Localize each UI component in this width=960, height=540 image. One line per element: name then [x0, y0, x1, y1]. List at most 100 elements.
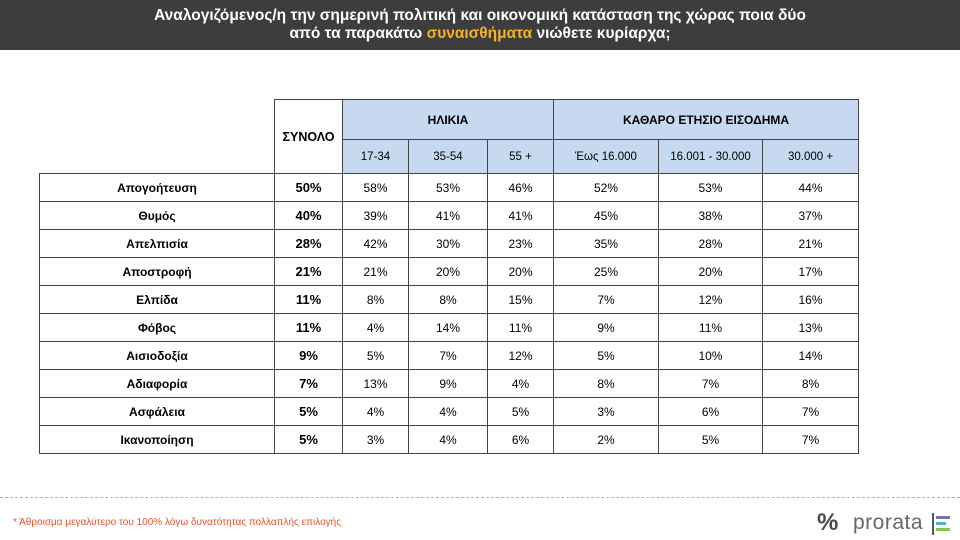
row-value: 5% — [342, 341, 409, 370]
row-total: 11% — [274, 313, 343, 342]
row-value: 28% — [658, 229, 763, 258]
results-table: ΣΥΝΟΛΟ ΗΛΙΚΙΑ ΚΑΘΑΡΟ ΕΤΗΣΙΟ ΕΙΣΟΔΗΜΑ 17-… — [39, 99, 859, 454]
row-value: 4% — [408, 397, 488, 426]
row-value: 3% — [342, 425, 409, 454]
row-value: 7% — [762, 397, 859, 426]
table-row: Θυμός 40% 39% 41% 41% 45% 38% 37% — [39, 201, 859, 230]
row-total: 11% — [274, 285, 343, 314]
header-row-groups: ΣΥΝΟΛΟ ΗΛΙΚΙΑ ΚΑΘΑΡΟ ΕΤΗΣΙΟ ΕΙΣΟΔΗΜΑ — [40, 99, 859, 174]
row-value: 4% — [342, 313, 409, 342]
row-value: 38% — [658, 201, 763, 230]
subheader-income-high: 30.000 + — [762, 139, 859, 174]
row-value: 11% — [487, 313, 554, 342]
income-group-header: ΚΑΘΑΡΟ ΕΤΗΣΙΟ ΕΙΣΟΔΗΜΑ — [553, 99, 859, 140]
header-empty-cell — [40, 100, 275, 174]
row-label: Θυμός — [39, 201, 275, 230]
row-value: 52% — [553, 173, 659, 202]
subheader-age-55-plus: 55 + — [487, 139, 554, 174]
table-row: Απογοήτευση 50% 58% 53% 46% 52% 53% 44% — [39, 173, 859, 202]
row-value: 3% — [553, 397, 659, 426]
row-value: 8% — [342, 285, 409, 314]
table-row: Ελπίδα 11% 8% 8% 15% 7% 12% 16% — [39, 285, 859, 314]
row-value: 10% — [658, 341, 763, 370]
row-total: 5% — [274, 397, 343, 426]
table-row: Αδιαφορία 7% 13% 9% 4% 8% 7% 8% — [39, 369, 859, 398]
prorata-logo: % prorata — [817, 509, 957, 537]
table-row: Φόβος 11% 4% 14% 11% 9% 11% 13% — [39, 313, 859, 342]
row-total: 50% — [274, 173, 343, 202]
row-value: 11% — [658, 313, 763, 342]
row-value: 8% — [762, 369, 859, 398]
row-total: 7% — [274, 369, 343, 398]
row-label: Ασφάλεια — [39, 397, 275, 426]
row-label: Αποστροφή — [39, 257, 275, 286]
row-value: 37% — [762, 201, 859, 230]
row-total: 21% — [274, 257, 343, 286]
table-row: Απελπισία 28% 42% 30% 23% 35% 28% 21% — [39, 229, 859, 258]
row-value: 7% — [408, 341, 488, 370]
row-value: 53% — [408, 173, 488, 202]
row-value: 5% — [487, 397, 554, 426]
header-row-subgroups: 17-34 35-54 55 + Έως 16.000 16.001 - 30.… — [40, 139, 859, 174]
row-value: 7% — [553, 285, 659, 314]
row-value: 35% — [553, 229, 659, 258]
row-value: 44% — [762, 173, 859, 202]
row-total: 9% — [274, 341, 343, 370]
row-value: 12% — [658, 285, 763, 314]
row-value: 41% — [408, 201, 488, 230]
row-value: 41% — [487, 201, 554, 230]
row-value: 30% — [408, 229, 488, 258]
title-line-2: από τα παρακάτω συναισθήματα νιώθετε κυρ… — [0, 25, 960, 43]
row-value: 14% — [762, 341, 859, 370]
subheader-income-mid: 16.001 - 30.000 — [658, 139, 763, 174]
row-value: 46% — [487, 173, 554, 202]
title-line-1: Αναλογιζόμενος/η την σημερινή πολιτική κ… — [154, 7, 806, 24]
row-value: 20% — [408, 257, 488, 286]
row-value: 7% — [762, 425, 859, 454]
subheader-age-35-54: 35-54 — [408, 139, 488, 174]
row-value: 39% — [342, 201, 409, 230]
subheader-age-17-34: 17-34 — [342, 139, 409, 174]
title-highlight: συναισθήματα — [426, 25, 533, 42]
logo-bars-icon — [932, 513, 950, 535]
row-value: 42% — [342, 229, 409, 258]
row-value: 17% — [762, 257, 859, 286]
row-label: Απογοήτευση — [39, 173, 275, 202]
row-value: 2% — [553, 425, 659, 454]
footer-divider — [0, 497, 960, 498]
row-value: 53% — [658, 173, 763, 202]
row-label: Ικανοποίηση — [39, 425, 275, 454]
table-row: Ασφάλεια 5% 4% 4% 5% 3% 6% 7% — [39, 397, 859, 426]
logo-percent-symbol: % — [817, 509, 839, 536]
row-value: 5% — [658, 425, 763, 454]
age-group-header: ΗΛΙΚΙΑ — [342, 99, 554, 140]
row-label: Απελπισία — [39, 229, 275, 258]
table-row: Αισιοδοξία 9% 5% 7% 12% 5% 10% 14% — [39, 341, 859, 370]
row-label: Ελπίδα — [39, 285, 275, 314]
row-value: 12% — [487, 341, 554, 370]
row-label: Αδιαφορία — [39, 369, 275, 398]
title-line-2-start: από τα παρακάτω — [289, 25, 427, 42]
row-value: 45% — [553, 201, 659, 230]
row-total: 5% — [274, 425, 343, 454]
row-value: 23% — [487, 229, 554, 258]
row-total: 28% — [274, 229, 343, 258]
row-value: 9% — [408, 369, 488, 398]
row-value: 58% — [342, 173, 409, 202]
row-value: 25% — [553, 257, 659, 286]
row-value: 13% — [762, 313, 859, 342]
row-value: 4% — [408, 425, 488, 454]
row-value: 15% — [487, 285, 554, 314]
table-row: Ικανοποίηση 5% 3% 4% 6% 2% 5% 7% — [39, 425, 859, 454]
row-value: 6% — [658, 397, 763, 426]
row-value: 6% — [487, 425, 554, 454]
row-label: Φόβος — [39, 313, 275, 342]
row-value: 4% — [487, 369, 554, 398]
row-value: 14% — [408, 313, 488, 342]
row-value: 13% — [342, 369, 409, 398]
page-title: Αναλογιζόμενος/η την σημερινή πολιτική κ… — [0, 0, 960, 50]
row-value: 21% — [762, 229, 859, 258]
row-value: 21% — [342, 257, 409, 286]
logo-text: prorata — [853, 511, 924, 534]
title-line-2-end: νιώθετε κυρίαρχα; — [532, 25, 671, 42]
